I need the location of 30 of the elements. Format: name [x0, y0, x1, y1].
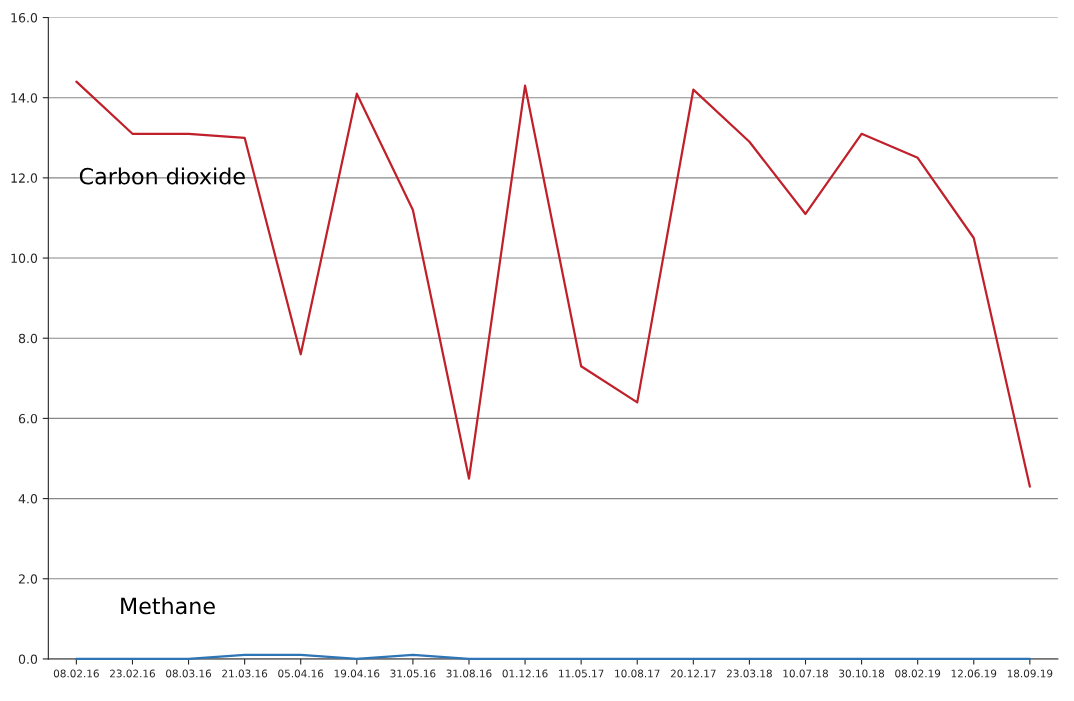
x-tick-label: 10.08.17	[615, 669, 660, 678]
x-tick-label: 23.02.16	[110, 669, 155, 678]
y-tick-label: 14.0	[11, 93, 38, 103]
y-tick-label: 8.0	[18, 333, 38, 344]
x-tick-label: 05.04.16	[278, 669, 324, 678]
y-tick-label: 16.0	[11, 13, 38, 23]
x-tick-label: 20.12.17	[670, 669, 716, 678]
y-tick-label: 10.0	[11, 253, 38, 263]
y-tick-label: 0.0	[18, 654, 38, 664]
y-tick-label: 6.0	[18, 413, 38, 424]
x-tick-label: 11.05.17	[559, 669, 604, 678]
x-tick-label: 12.06.19	[951, 669, 997, 678]
x-tick-label: 08.02.16	[53, 669, 99, 678]
x-tick-label: 08.03.16	[166, 669, 212, 678]
line-series	[75, 80, 1031, 488]
x-tick-label: 19.04.16	[334, 669, 380, 678]
series-label: Carbon dioxide	[79, 167, 245, 185]
x-tick-label: 23.03.18	[726, 669, 772, 678]
x-tick-label: 21.03.16	[222, 669, 268, 678]
series-label: Methane	[121, 597, 215, 615]
x-tick-label: 08.02.19	[895, 669, 941, 678]
y-tick-label: 12.0	[11, 173, 38, 183]
x-tick-label: 10.07.18	[783, 669, 828, 678]
y-tick-label: 4.0	[18, 494, 38, 504]
x-tick-label: 31.08.16	[446, 669, 492, 678]
x-tick-label: 18.09.19	[1007, 669, 1053, 678]
y-tick-label: 2.0	[18, 574, 38, 584]
x-tick-label: 31.05.16	[390, 669, 436, 678]
x-tick-label: 01.12.16	[502, 669, 548, 678]
x-tick-label: 30.10.18	[839, 669, 885, 678]
